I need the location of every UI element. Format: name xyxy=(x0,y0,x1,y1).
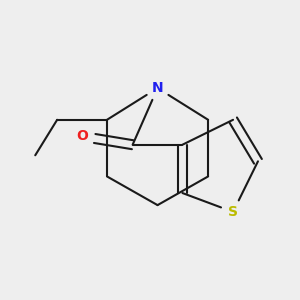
Text: N: N xyxy=(152,81,164,95)
Text: S: S xyxy=(228,205,238,219)
Text: O: O xyxy=(76,129,88,143)
